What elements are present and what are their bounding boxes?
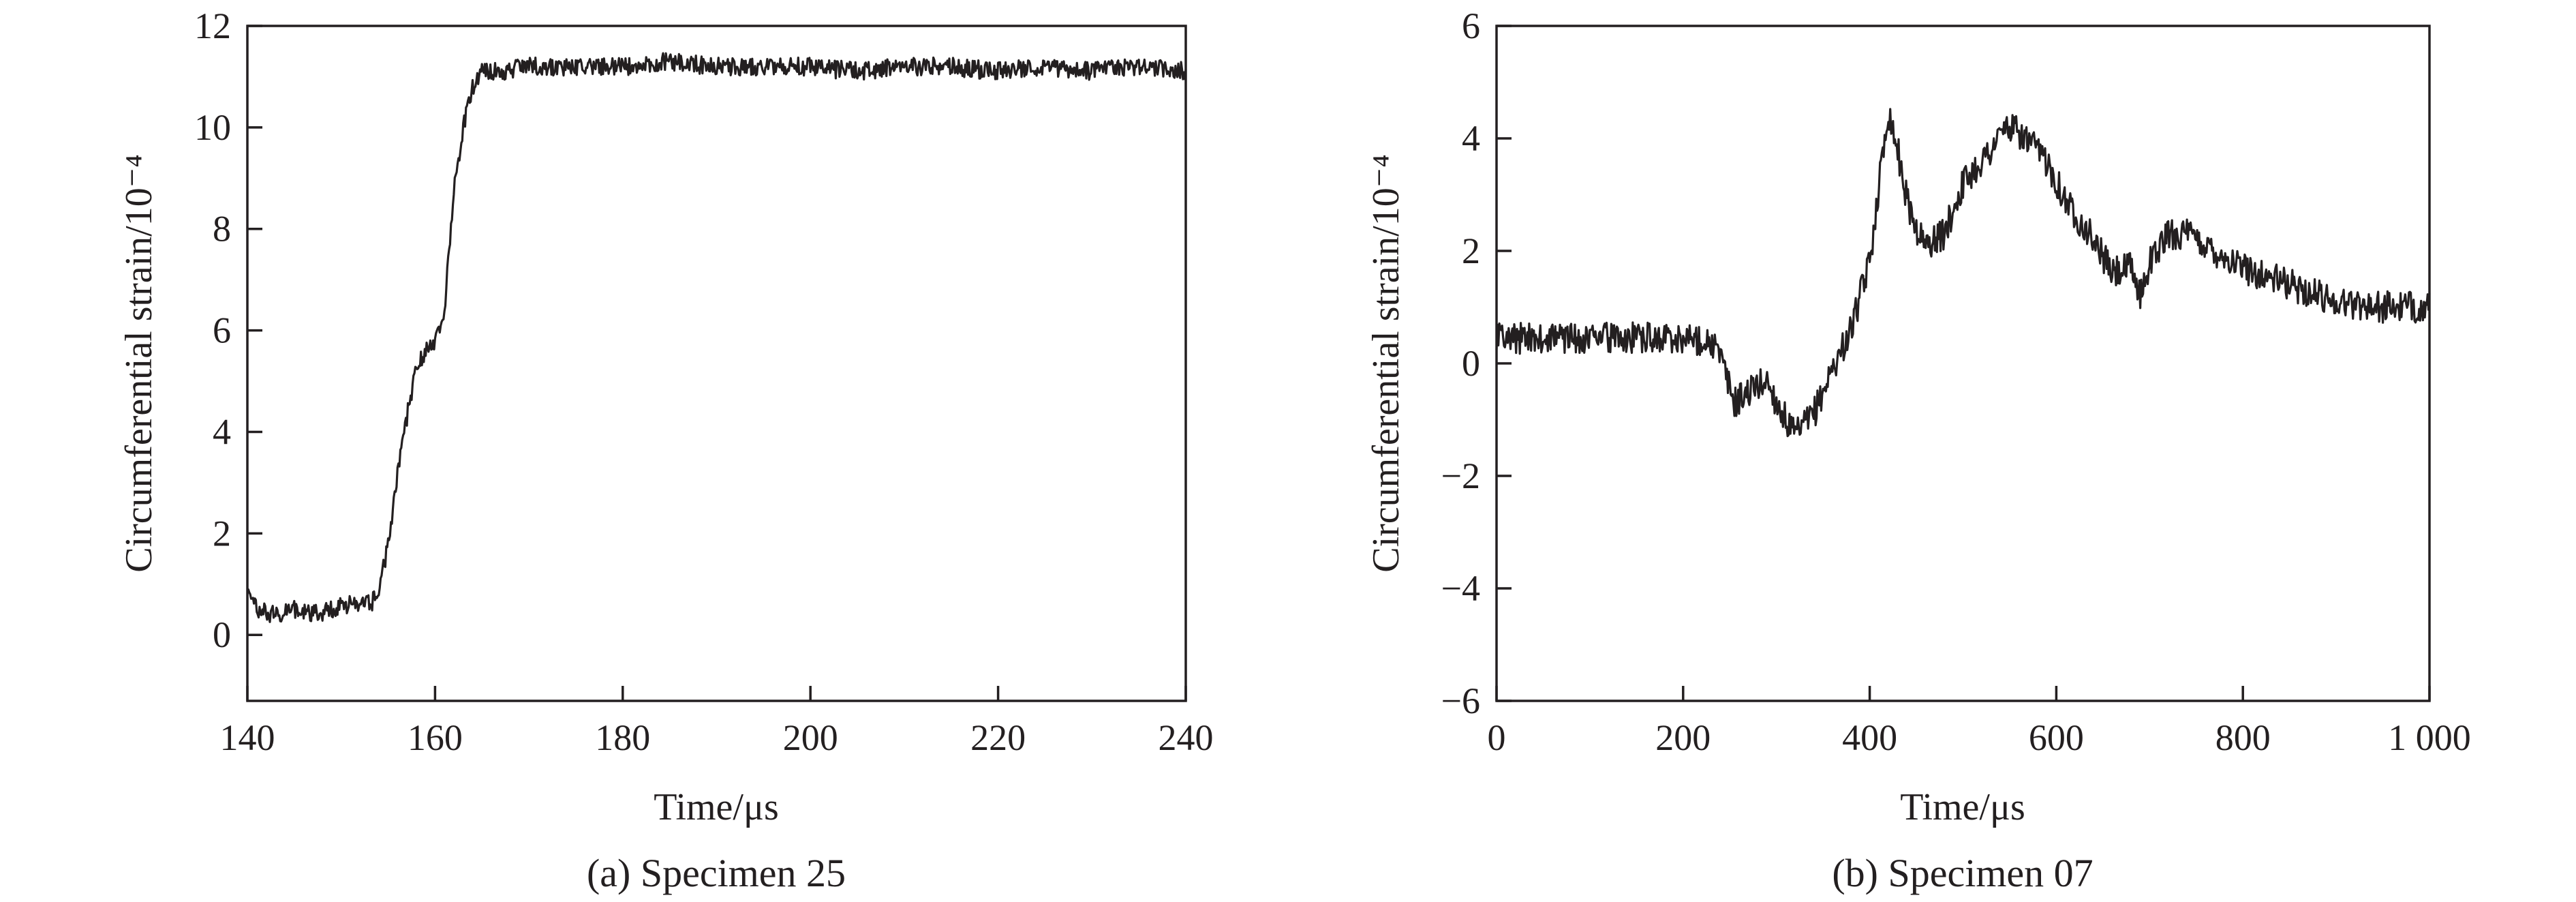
chart-a-y-tick-label: 2 [213, 513, 231, 554]
chart-b-x-tick-label: 800 [2215, 717, 2271, 758]
chart-b: 0 200 400 600 800 1 000 −6 −4 −2 0 2 4 6 Time/μs Ci… [1365, 5, 2471, 895]
chart-a-x-tick-label: 200 [783, 717, 838, 758]
chart-a-x-ticks [246, 686, 1187, 701]
chart-b-y-tick-label: 6 [1462, 5, 1480, 46]
chart-a-x-tick-labels: 140 160 180 200 220 240 [220, 717, 1214, 758]
chart-b-plot-frame [1495, 25, 2431, 702]
chart-b-y-tick-label: 2 [1462, 230, 1480, 271]
chart-a-y-tick-label: 12 [194, 5, 231, 46]
chart-a-y-tick-labels: 0 2 4 6 8 10 12 [194, 5, 231, 655]
chart-b-y-tick-label: 0 [1462, 343, 1480, 384]
chart-a-y-tick-label: 8 [213, 209, 231, 250]
chart-a-x-tick-label: 160 [408, 717, 463, 758]
chart-b-series [1495, 108, 2431, 438]
chart-b-caption: (b) Specimen 07 [1832, 851, 2093, 895]
chart-b-y-axis-label: Circumferential strain/10⁻⁴ [1365, 154, 1407, 573]
chart-b-x-tick-label: 600 [2029, 717, 2084, 758]
chart-b-x-tick-label: 1 000 [2388, 717, 2471, 758]
chart-b-y-tick-label: 4 [1462, 118, 1480, 159]
chart-a-x-tick-label: 140 [220, 717, 275, 758]
chart-a-series [246, 52, 1187, 623]
chart-b-y-tick-label: −6 [1441, 680, 1480, 721]
chart-a-x-tick-label: 180 [595, 717, 650, 758]
chart-b-y-tick-label: −2 [1441, 455, 1480, 496]
chart-a-y-tick-label: 0 [213, 614, 231, 655]
chart-a-y-ticks [247, 25, 262, 636]
chart-a-x-tick-label: 220 [970, 717, 1026, 758]
chart-a-y-tick-label: 10 [194, 107, 231, 148]
chart-a-x-tick-label: 240 [1159, 717, 1214, 758]
chart-b-series-line [1495, 108, 2431, 438]
chart-b-x-tick-label: 0 [1488, 717, 1506, 758]
chart-b-x-tick-labels: 0 200 400 600 800 1 000 [1488, 717, 2471, 758]
chart-b-x-axis-label: Time/μs [1900, 786, 2025, 828]
chart-a-caption: (a) Specimen 25 [587, 851, 846, 895]
chart-a-plot-frame [246, 25, 1187, 702]
chart-a-x-axis-label: Time/μs [654, 786, 779, 828]
chart-a: 140 160 180 200 220 240 0 2 4 6 8 10 12 Time/μs Cir… [118, 5, 1214, 895]
chart-a-y-tick-label: 6 [213, 310, 231, 351]
chart-b-x-tick-label: 200 [1655, 717, 1711, 758]
chart-a-series-line [246, 52, 1187, 623]
chart-a-y-axis-label: Circumferential strain/10⁻⁴ [118, 154, 160, 573]
chart-a-y-tick-label: 4 [213, 411, 231, 452]
chart-b-x-ticks [1495, 686, 2431, 701]
chart-b-y-tick-labels: −6 −4 −2 0 2 4 6 [1441, 5, 1480, 721]
chart-b-y-ticks [1497, 25, 1512, 702]
chart-b-x-tick-label: 400 [1842, 717, 1897, 758]
chart-b-y-tick-label: −4 [1441, 568, 1480, 609]
